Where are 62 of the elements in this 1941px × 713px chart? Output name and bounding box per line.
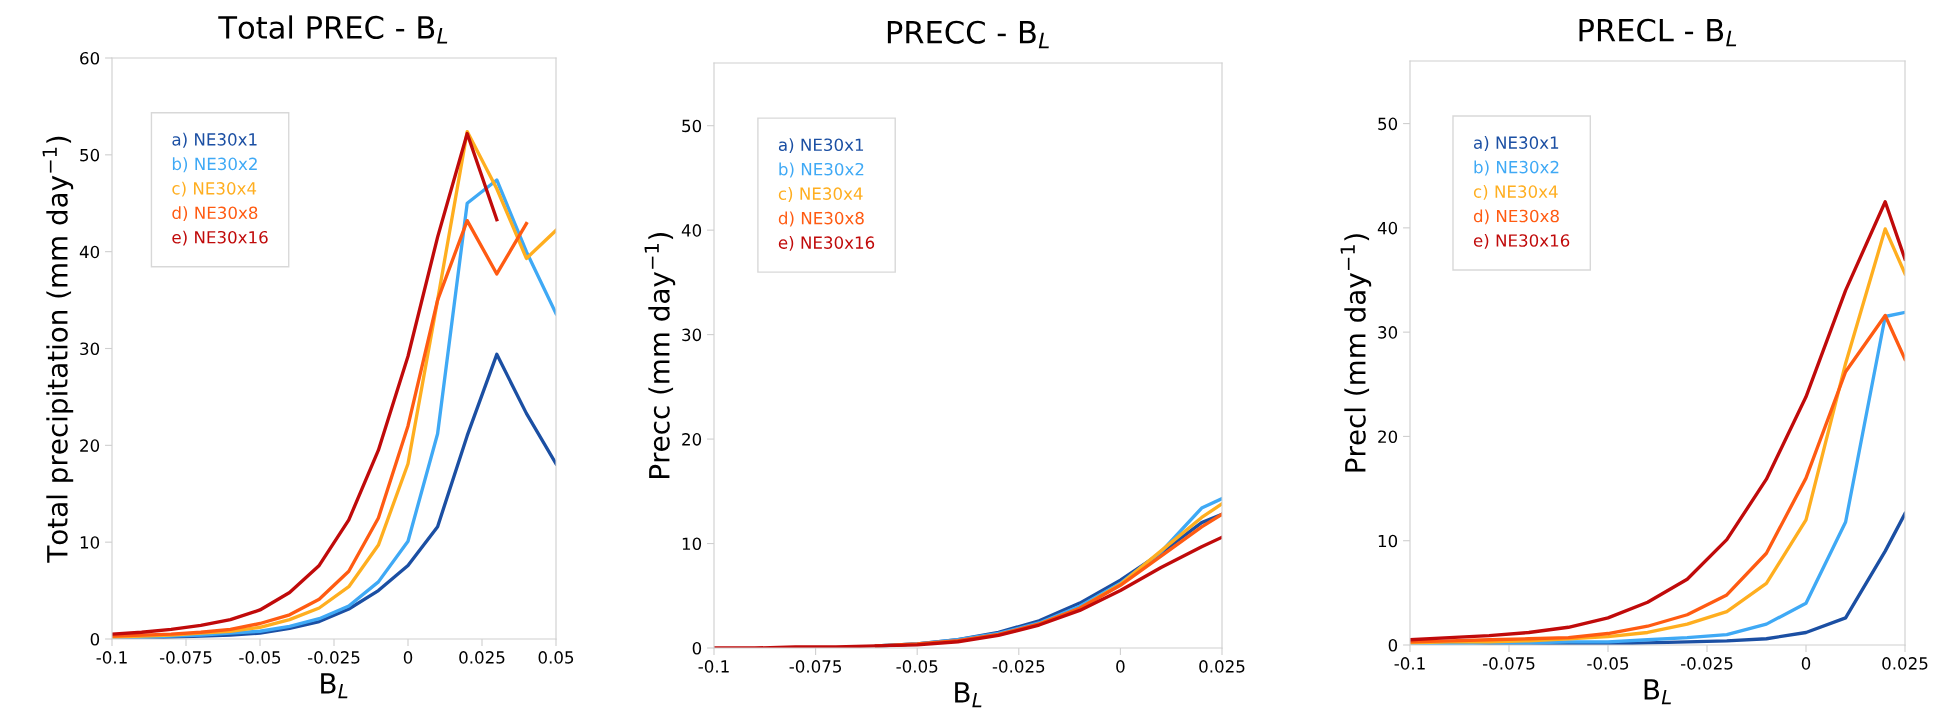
y-tick-label: 0 bbox=[1388, 638, 1398, 652]
text: b) NE30x2 bbox=[779, 162, 864, 178]
text: a) NE30x1 bbox=[778, 138, 864, 153]
x-tick-label: -0.025 bbox=[307, 651, 360, 664]
x-tick-label: 0.025 bbox=[1882, 657, 1928, 670]
chart-title: PRECL - B$_{L}$ bbox=[1579, 18, 1737, 47]
y-tick-label: 30 bbox=[1378, 326, 1398, 339]
y-tick-label: 50 bbox=[682, 119, 702, 133]
y-tick-label: 10 bbox=[1378, 534, 1398, 548]
text: a) NE30x1 bbox=[1473, 136, 1559, 151]
x-tick-label: -0.05 bbox=[1587, 657, 1629, 670]
chart-title: PRECC - B$_{L}$ bbox=[887, 20, 1049, 49]
y-tick-label: 50 bbox=[1378, 117, 1398, 131]
x-tick-label: 0.05 bbox=[538, 651, 574, 664]
text: c) NE30x4 bbox=[778, 187, 863, 202]
x-tick-label: -0.1 bbox=[1394, 657, 1425, 670]
text: d) NE30x8 bbox=[172, 206, 258, 222]
text: e) NE30x16 bbox=[778, 236, 875, 251]
x-tick-label: -0.025 bbox=[992, 660, 1045, 673]
x-tick-label: -0.075 bbox=[1482, 657, 1535, 670]
x-tick-label: 0.025 bbox=[459, 651, 505, 664]
x-tick-label: -0.05 bbox=[239, 651, 281, 664]
y-tick-label: 0 bbox=[692, 641, 702, 655]
y-tick-label: 30 bbox=[682, 328, 702, 342]
x-tick-label: 0 bbox=[1116, 660, 1125, 673]
chart-title: Total PREC - B$_{L}$ bbox=[218, 15, 448, 44]
y-tick-label: 10 bbox=[682, 537, 702, 551]
text: d) NE30x8 bbox=[778, 211, 864, 227]
text: c) NE30x4 bbox=[1473, 185, 1558, 200]
y-tick-label: 0 bbox=[90, 632, 100, 646]
y-tick-label: 40 bbox=[79, 245, 100, 259]
y-tick-label: 20 bbox=[682, 433, 702, 446]
x-tick-label: 0.025 bbox=[1199, 660, 1245, 673]
y-tick-label: 10 bbox=[80, 536, 100, 549]
x-tick-label: 0 bbox=[403, 651, 413, 664]
x-axis-title: B$_{L}$ bbox=[1644, 679, 1671, 705]
x-tick-label: -0.075 bbox=[159, 651, 212, 664]
x-tick-label: -0.1 bbox=[96, 651, 127, 664]
text: e) NE30x16 bbox=[1473, 233, 1570, 249]
text: b) NE30x2 bbox=[172, 157, 257, 173]
y-axis-title: Precl (mm day$^{−1}$) bbox=[1340, 234, 1372, 472]
x-axis-title: B$_{L}$ bbox=[321, 673, 348, 699]
y-tick-label: 50 bbox=[80, 148, 100, 162]
y-tick-label: 20 bbox=[1378, 430, 1398, 443]
text: e) NE30x16 bbox=[172, 230, 268, 246]
y-tick-label: 40 bbox=[681, 224, 702, 237]
x-tick-label: -0.025 bbox=[1680, 657, 1733, 670]
x-tick-label: -0.075 bbox=[789, 660, 842, 673]
y-axis-title: Precc (mm day$^{−1}$) bbox=[644, 232, 676, 478]
x-tick-label: -0.05 bbox=[896, 660, 938, 673]
text: a) NE30x1 bbox=[172, 132, 257, 148]
text: d) NE30x8 bbox=[1473, 209, 1559, 225]
y-tick-label: 60 bbox=[80, 51, 100, 65]
y-axis-title: Total precipitation (mm day$^{−1}$) bbox=[42, 136, 74, 563]
text: b) NE30x2 bbox=[1474, 160, 1559, 176]
x-tick-label: 0 bbox=[1801, 657, 1811, 670]
y-tick-label: 40 bbox=[1377, 221, 1398, 235]
y-tick-label: 20 bbox=[80, 439, 100, 452]
x-axis-title: B$_{L}$ bbox=[955, 682, 982, 708]
x-tick-label: -0.1 bbox=[698, 660, 729, 673]
y-tick-label: 30 bbox=[80, 342, 100, 356]
text: c) NE30x4 bbox=[172, 181, 257, 197]
